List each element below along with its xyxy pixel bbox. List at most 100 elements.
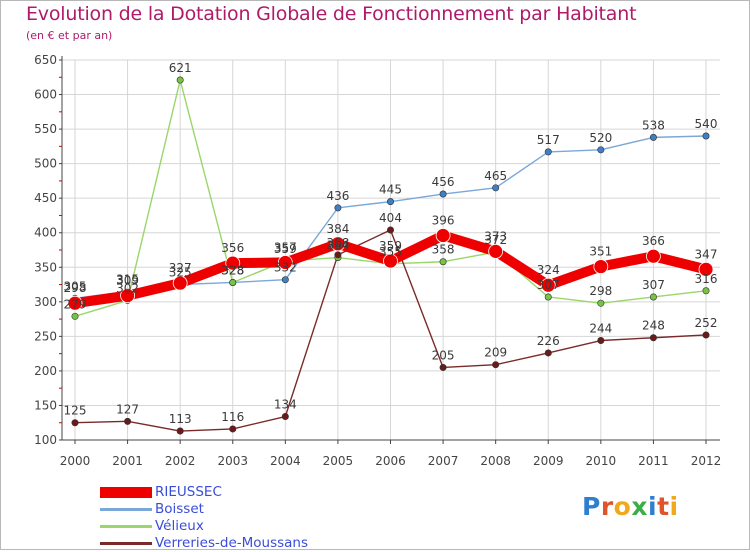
data-label-rieussec: 357 — [274, 240, 297, 254]
data-label-boisset: 315 — [116, 272, 139, 286]
data-label-velieux: 307 — [642, 278, 665, 292]
y-tick-label: 200 — [34, 364, 57, 378]
x-tick-label: 2004 — [270, 454, 301, 468]
x-tick-label: 2005 — [323, 454, 354, 468]
data-point-boisset — [386, 198, 394, 206]
legend-swatch-verreries — [100, 542, 152, 545]
data-point-rieussec — [383, 253, 398, 269]
data-label-boisset: 328 — [221, 263, 244, 277]
data-point-velieux — [439, 258, 447, 266]
data-label-rieussec: 359 — [379, 239, 402, 253]
data-point-boisset — [649, 133, 657, 141]
data-label-rieussec: 366 — [642, 234, 665, 248]
data-label-rieussec: 327 — [169, 261, 192, 275]
y-tick-label: 400 — [34, 226, 57, 240]
data-point-verreries — [124, 417, 132, 425]
data-label-verreries: 113 — [169, 412, 192, 426]
data-point-verreries — [71, 419, 79, 427]
x-tick-label: 2009 — [533, 454, 564, 468]
data-label-verreries: 205 — [432, 348, 455, 362]
x-tick-label: 2008 — [480, 454, 511, 468]
legend-item-boisset: Boisset — [100, 501, 360, 518]
data-label-velieux: 358 — [432, 243, 455, 257]
legend-item-rieussec: RIEUSSEC — [100, 484, 360, 501]
data-point-boisset — [702, 132, 710, 140]
data-point-rieussec — [277, 255, 293, 270]
data-point-rieussec — [435, 228, 451, 243]
data-point-velieux — [176, 76, 184, 84]
y-tick-label: 250 — [34, 329, 57, 343]
data-point-rieussec — [172, 275, 188, 291]
data-point-boisset — [334, 204, 342, 212]
legend-item-velieux: Vélieux — [100, 518, 360, 535]
data-label-verreries: 226 — [537, 334, 560, 348]
x-tick-label: 2007 — [428, 454, 459, 468]
data-label-velieux: 279 — [64, 297, 87, 311]
data-point-rieussec — [330, 236, 346, 252]
proxiti-logo: Proxiti — [582, 492, 679, 521]
data-point-velieux — [649, 293, 657, 301]
data-point-rieussec — [225, 255, 241, 271]
data-point-verreries — [386, 226, 394, 234]
data-label-velieux: 372 — [484, 233, 507, 247]
x-tick-label: 2006 — [375, 454, 406, 468]
data-point-verreries — [492, 361, 500, 369]
legend-label-verreries: Verreries-de-Moussans — [155, 535, 309, 551]
y-tick-label: 150 — [34, 398, 57, 412]
data-label-rieussec: 356 — [221, 241, 244, 255]
y-tick-label: 450 — [34, 191, 57, 205]
legend-swatch-rieussec — [100, 487, 152, 498]
data-label-velieux: 621 — [169, 61, 192, 75]
data-label-velieux: 355 — [379, 245, 402, 259]
x-tick-label: 2000 — [60, 454, 91, 468]
data-label-verreries: 248 — [642, 319, 665, 333]
x-tick-label: 2001 — [112, 454, 143, 468]
x-tick-label: 2002 — [165, 454, 196, 468]
data-label-boisset: 456 — [432, 175, 455, 189]
data-label-verreries: 252 — [695, 316, 718, 330]
data-label-boisset: 445 — [379, 183, 402, 197]
legend: RIEUSSEC Boisset Vélieux Verreries-de-Mo… — [100, 484, 360, 552]
data-label-boisset: 332 — [274, 261, 297, 275]
data-point-verreries — [597, 337, 605, 345]
data-label-verreries: 404 — [379, 211, 402, 225]
y-tick-label: 100 — [34, 433, 57, 447]
y-tick-label: 500 — [34, 157, 57, 171]
data-point-boisset — [492, 184, 500, 192]
legend-item-verreries: Verreries-de-Moussans — [100, 535, 360, 552]
data-label-velieux: 302 — [116, 281, 139, 295]
data-point-velieux — [597, 299, 605, 307]
data-point-boisset — [544, 148, 552, 156]
chart-title: Evolution de la Dotation Globale de Fonc… — [26, 3, 637, 25]
data-label-velieux: 316 — [695, 272, 718, 286]
data-label-velieux: 359 — [274, 242, 297, 256]
legend-swatch-boisset — [100, 508, 152, 511]
data-label-verreries: 368 — [326, 236, 349, 250]
data-label-verreries: 244 — [589, 322, 612, 336]
data-point-velieux — [229, 278, 237, 286]
logo-letter: o — [613, 492, 632, 521]
data-point-rieussec — [593, 259, 609, 274]
x-tick-label: 2012 — [691, 454, 722, 468]
data-point-rieussec — [646, 248, 661, 264]
data-point-verreries — [334, 251, 342, 259]
data-point-rieussec — [120, 288, 135, 304]
data-label-rieussec: 298 — [64, 281, 87, 295]
data-label-velieux: 298 — [589, 284, 612, 298]
data-point-velieux — [702, 287, 710, 295]
data-point-rieussec — [698, 261, 714, 277]
data-label-boisset: 436 — [326, 189, 349, 203]
data-label-velieux: 328 — [221, 263, 244, 277]
legend-label-velieux: Vélieux — [155, 518, 204, 534]
line-chart: 100 150 200 250 300 350 400 450 500 550 600 650 2000… — [34, 53, 722, 468]
data-point-verreries — [439, 363, 447, 371]
data-label-boisset: 540 — [695, 117, 718, 131]
data-point-rieussec — [488, 243, 504, 259]
data-label-verreries: 134 — [274, 398, 297, 412]
data-label-verreries: 125 — [64, 404, 87, 418]
logo-letter: t — [657, 492, 670, 521]
data-point-verreries — [229, 425, 237, 433]
data-label-verreries: 209 — [484, 346, 507, 360]
data-label-boisset: 325 — [169, 266, 192, 280]
